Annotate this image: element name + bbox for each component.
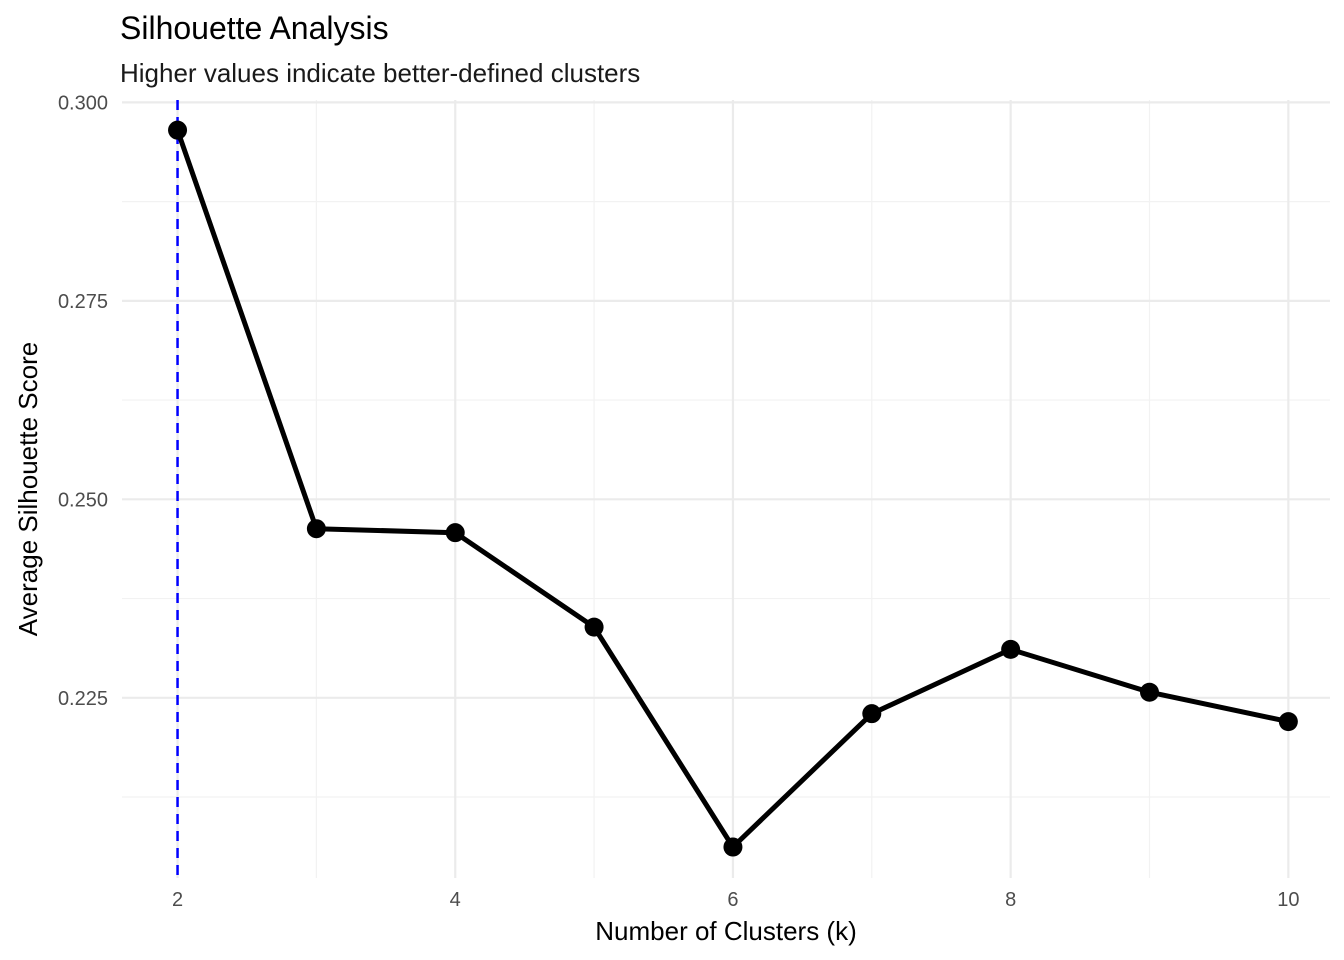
chart-title: Silhouette Analysis: [120, 10, 389, 46]
data-point: [584, 617, 604, 637]
x-tick-label: 8: [1005, 889, 1016, 911]
y-tick-label: 0.225: [58, 688, 108, 710]
chart-subtitle: Higher values indicate better-defined cl…: [120, 58, 641, 88]
data-point: [723, 837, 743, 857]
data-point: [1139, 682, 1159, 702]
data-point: [862, 704, 882, 724]
y-tick-label: 0.275: [58, 291, 108, 313]
x-tick-label: 6: [727, 889, 738, 911]
y-tick-label: 0.250: [58, 489, 108, 511]
data-point: [1278, 712, 1298, 732]
data-point: [168, 120, 188, 140]
tick-labels: 0.225 0.250 0.275 0.300 2 4 6 8 10: [58, 92, 1300, 911]
y-tick-label: 0.300: [58, 92, 108, 114]
grid-lines: [122, 100, 1330, 878]
x-tick-label: 4: [450, 889, 461, 911]
x-axis-title: Number of Clusters (k): [595, 916, 857, 946]
y-axis-title: Average Silhouette Score: [13, 342, 43, 636]
x-tick-label: 10: [1277, 889, 1299, 911]
data-point: [445, 523, 465, 543]
data-point: [306, 519, 326, 539]
data-point: [1001, 639, 1021, 659]
x-tick-label: 2: [172, 889, 183, 911]
series-layer: [168, 120, 1298, 857]
